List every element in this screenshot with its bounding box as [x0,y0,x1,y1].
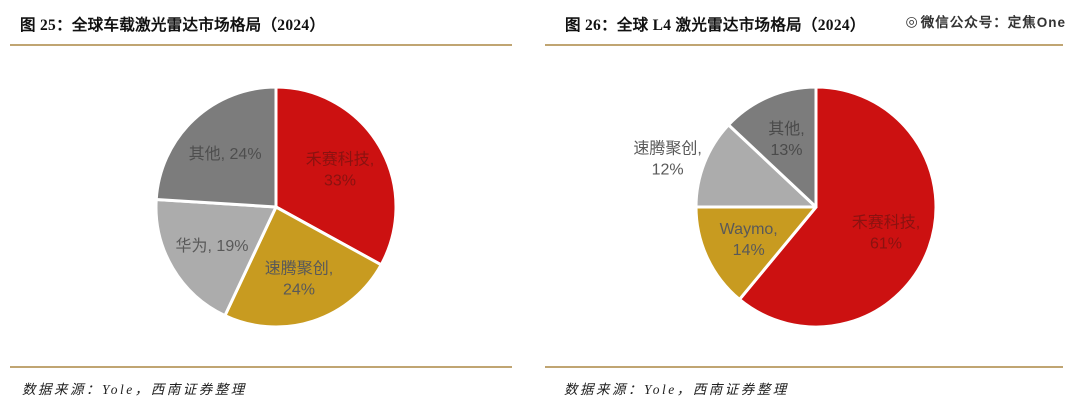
pie-slice-0 [738,85,938,329]
pie-slice-label-3: 其他, 24% [189,145,262,163]
pie-chart-l4-lidar-market: 禾赛科技, 61% Waymo, 14% 速腾聚创, 12% 其他, 13% [633,85,938,329]
figure-25-source-divider [10,366,512,368]
pie-slice-label-1: Waymo, 14% [720,221,778,259]
figure-26-source-note: 数据来源：Yole，西南证券整理 [564,382,789,397]
figure-26-title-divider [545,44,1063,46]
pie-slice-1 [694,205,818,301]
pie-slice-label-0: 禾赛科技, 61% [852,213,920,253]
figure-26-title: 图 26：全球 L4 激光雷达市场格局（2024） [565,17,866,34]
pie-chart-vehicle-lidar-market: 禾赛科技, 33% 速腾聚创, 24% 华为, 19% 其他, 24% [154,85,398,329]
figure-25-source-note: 数据来源：Yole，西南证券整理 [22,382,247,397]
figure-26-source-divider [545,366,1063,368]
figure-25: 图 25：全球车载激光雷达市场格局（2024） 禾赛科技, 33% 速腾聚创, 24%… [0,0,540,398]
pie-slice-label-0: 禾赛科技, 33% [306,150,374,190]
pie-slice-label-1: 速腾聚创, 24% [265,259,333,298]
pie-slice-label-2: 华为, 19% [176,237,249,255]
pie-slice-label-3: 其他, 13% [768,120,804,159]
report-figure-row: 图 25：全球车载激光雷达市场格局（2024） 禾赛科技, 33% 速腾聚创, 24%… [0,0,1080,398]
pie-slice-3 [727,85,818,209]
pie-slice-3 [154,85,278,209]
pie-slice-1 [223,205,383,329]
dingjiao-aperture-logo-icon: ◎ [905,12,919,29]
watermark-text: 微信公众号：定焦One [920,15,1066,30]
watermark: ◎ 微信公众号：定焦One [906,11,1066,31]
figure-25-title-divider [10,44,512,46]
figure-25-title: 图 25：全球车载激光雷达市场格局（2024） [20,17,326,34]
pie-slice-0 [274,85,398,267]
figure-26: 图 26：全球 L4 激光雷达市场格局（2024） 禾赛科技, 61% Waymo,… [540,0,1080,398]
pie-slice-label-2: 速腾聚创, 12% [633,140,701,179]
pie-slice-2 [694,123,818,209]
pie-slice-2 [154,197,278,318]
